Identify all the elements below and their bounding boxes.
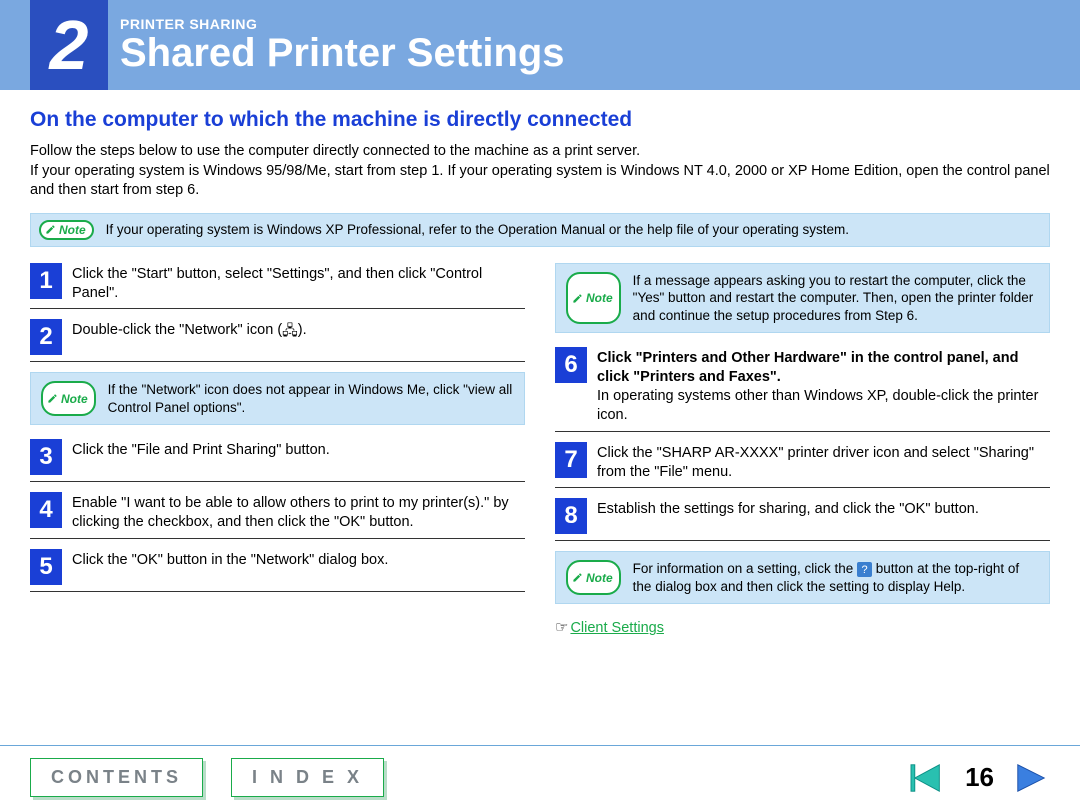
step-text: Click "Printers and Other Hardware" in t… bbox=[597, 347, 1050, 424]
pencil-icon bbox=[572, 293, 583, 304]
step-text-post: ). bbox=[298, 322, 307, 338]
note-text: If the "Network" icon does not appear in… bbox=[108, 381, 514, 416]
note-badge: Note bbox=[41, 381, 96, 416]
note-badge-label: Note bbox=[59, 223, 86, 237]
step-text: Click the "SHARP AR-XXXX" printer driver… bbox=[597, 442, 1050, 482]
step-number: 4 bbox=[30, 492, 62, 528]
footer: CONTENTS I N D E X 16 bbox=[0, 745, 1080, 809]
chapter-number-box: 2 bbox=[30, 0, 108, 90]
step-number: 5 bbox=[30, 549, 62, 585]
page: 2 PRINTER SHARING Shared Printer Setting… bbox=[0, 0, 1080, 809]
header-titles: PRINTER SHARING Shared Printer Settings bbox=[120, 16, 565, 74]
note-badge: Note bbox=[39, 220, 94, 240]
note-badge: Note bbox=[566, 272, 621, 325]
pencil-icon bbox=[47, 393, 58, 404]
right-column: Note If a message appears asking you to … bbox=[555, 263, 1050, 637]
note-badge: Note bbox=[566, 560, 621, 595]
footer-right: 16 bbox=[909, 761, 1050, 795]
step-text: Click the "OK" button in the "Network" d… bbox=[72, 549, 388, 585]
step-6: 6 Click "Printers and Other Hardware" in… bbox=[555, 347, 1050, 431]
left-column: 1 Click the "Start" button, select "Sett… bbox=[30, 263, 525, 637]
step-number: 2 bbox=[30, 319, 62, 355]
step-text: Establish the settings for sharing, and … bbox=[597, 498, 979, 534]
next-page-button[interactable] bbox=[1012, 761, 1050, 795]
chapter-header: 2 PRINTER SHARING Shared Printer Setting… bbox=[0, 0, 1080, 90]
note-badge-label: Note bbox=[586, 291, 613, 305]
note-text-pre: For information on a setting, click the bbox=[633, 561, 857, 576]
step-number: 3 bbox=[30, 439, 62, 475]
pencil-icon bbox=[45, 224, 56, 235]
step-text: Double-click the "Network" icon (🖧). bbox=[72, 319, 307, 355]
note-banner-top: Note If your operating system is Windows… bbox=[30, 213, 1050, 247]
step-text: Click the "Start" button, select "Settin… bbox=[72, 263, 525, 303]
note-text: For information on a setting, click the … bbox=[633, 560, 1039, 595]
note-badge-label: Note bbox=[586, 571, 613, 585]
note-text: If a message appears asking you to resta… bbox=[633, 272, 1039, 325]
columns: 1 Click the "Start" button, select "Sett… bbox=[30, 263, 1050, 637]
network-icon: 🖧 bbox=[282, 322, 298, 338]
chapter-number: 2 bbox=[50, 5, 89, 85]
client-settings-link-line: ☞Client Settings bbox=[555, 618, 1050, 636]
step-bold: Click "Printers and Other Hardware" in t… bbox=[597, 350, 1018, 385]
step-4: 4 Enable "I want to be able to allow oth… bbox=[30, 492, 525, 539]
note-box-left: Note If the "Network" icon does not appe… bbox=[30, 372, 525, 425]
contents-button[interactable]: CONTENTS bbox=[30, 758, 203, 797]
step-number: 1 bbox=[30, 263, 62, 299]
note-box-right-bottom: Note For information on a setting, click… bbox=[555, 551, 1050, 604]
pencil-icon bbox=[572, 572, 583, 583]
step-1: 1 Click the "Start" button, select "Sett… bbox=[30, 263, 525, 310]
step-nonbold: In operating systems other than Windows … bbox=[597, 388, 1038, 423]
step-7: 7 Click the "SHARP AR-XXXX" printer driv… bbox=[555, 442, 1050, 489]
step-8: 8 Establish the settings for sharing, an… bbox=[555, 498, 1050, 541]
note-box-right-top: Note If a message appears asking you to … bbox=[555, 263, 1050, 334]
intro-paragraph: Follow the steps below to use the comput… bbox=[30, 142, 1050, 201]
page-number: 16 bbox=[965, 762, 994, 793]
step-5: 5 Click the "OK" button in the "Network"… bbox=[30, 549, 525, 592]
sub-heading: On the computer to which the machine is … bbox=[30, 108, 1050, 132]
header-title: Shared Printer Settings bbox=[120, 32, 565, 74]
client-settings-link[interactable]: Client Settings bbox=[570, 620, 664, 636]
step-number: 7 bbox=[555, 442, 587, 478]
note-badge-label: Note bbox=[61, 392, 88, 406]
body: On the computer to which the machine is … bbox=[0, 90, 1080, 636]
step-text: Enable "I want to be able to allow other… bbox=[72, 492, 525, 532]
step-3: 3 Click the "File and Print Sharing" but… bbox=[30, 439, 525, 482]
header-overline: PRINTER SHARING bbox=[120, 16, 565, 32]
step-number: 6 bbox=[555, 347, 587, 383]
step-text: Click the "File and Print Sharing" butto… bbox=[72, 439, 330, 475]
index-button[interactable]: I N D E X bbox=[231, 758, 384, 797]
help-icon: ? bbox=[857, 562, 872, 577]
pointer-icon: ☞ bbox=[555, 619, 568, 636]
note-text: If your operating system is Windows XP P… bbox=[106, 221, 849, 239]
prev-page-button[interactable] bbox=[909, 761, 947, 795]
step-2: 2 Double-click the "Network" icon (🖧). bbox=[30, 319, 525, 362]
step-number: 8 bbox=[555, 498, 587, 534]
step-text-pre: Double-click the "Network" icon ( bbox=[72, 322, 282, 338]
